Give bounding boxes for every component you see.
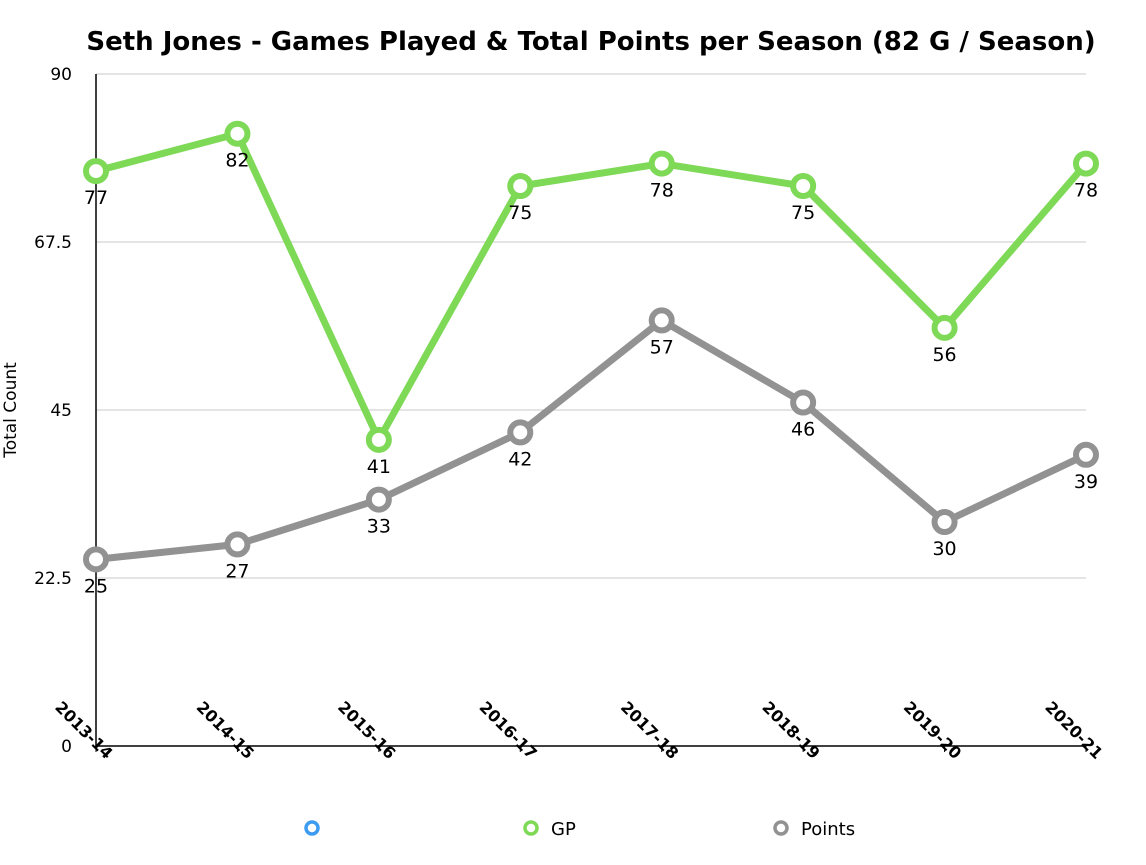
data-point-gp [931,314,958,341]
x-tick-label: 2019-20 [900,697,965,762]
data-label-points: 42 [508,448,532,470]
data-label-gp: 82 [225,150,249,172]
data-point-gp [224,120,251,147]
data-label-points: 39 [1074,471,1098,493]
data-point-points [224,531,251,558]
data-point-points [83,546,109,573]
data-label-points: 27 [225,560,249,582]
data-label-gp: 75 [791,202,815,224]
data-label-gp: 78 [1074,180,1098,202]
x-tick-label: 2017-18 [617,697,682,762]
legend-marker [304,820,320,836]
x-tick-label: 2020-21 [1041,697,1106,762]
data-point-gp [1073,150,1099,177]
data-label-points: 25 [84,575,108,597]
data-label-points: 46 [791,419,815,441]
data-point-gp [83,158,109,185]
data-label-gp: 41 [367,456,391,478]
data-label-points: 57 [650,336,674,358]
data-point-points [1073,441,1099,468]
x-tick-label: 2014-15 [193,697,258,762]
data-point-points [648,307,675,334]
x-tick-label: 2015-16 [334,697,399,762]
series-line-gp [92,130,1090,444]
y-tick-label: 45 [50,401,72,421]
y-tick-label: 0 [61,737,72,757]
data-label-points: 30 [932,538,956,560]
data-label-gp: 77 [84,187,108,209]
data-point-points [507,419,534,446]
y-tick-label: 22.5 [34,569,72,589]
data-point-points [365,486,392,513]
data-label-gp: 78 [650,180,674,202]
y-axis-label: Total Count [1,362,21,459]
legend: GP Points [304,819,855,840]
x-tick-label: 2016-17 [476,697,541,762]
data-point-gp [790,173,817,199]
data-point-gp [648,150,675,177]
legend-marker [773,820,789,836]
data-point-points [931,509,958,535]
legend-label: Points [801,819,855,840]
data-label-gp: 75 [508,202,532,224]
data-labels: 77 82 41 75 78 75 56 78 25 27 33 42 57 46 30 39 [84,150,1098,598]
gridlines [96,73,1086,579]
data-point-points [790,389,817,416]
data-label-gp: 56 [932,344,956,366]
x-tick-label: 2018-19 [758,697,823,762]
y-tick-label: 90 [50,65,72,85]
data-label-points: 33 [367,516,391,538]
data-point-gp [507,173,534,199]
series-group [83,120,1099,573]
chart-title: Seth Jones - Games Played & Total Points… [86,27,1095,57]
y-tick-label: 67.5 [34,233,72,253]
series-line-points [92,316,1090,563]
data-point-gp [365,426,392,453]
legend-label: GP [551,819,576,840]
legend-marker [523,820,539,836]
